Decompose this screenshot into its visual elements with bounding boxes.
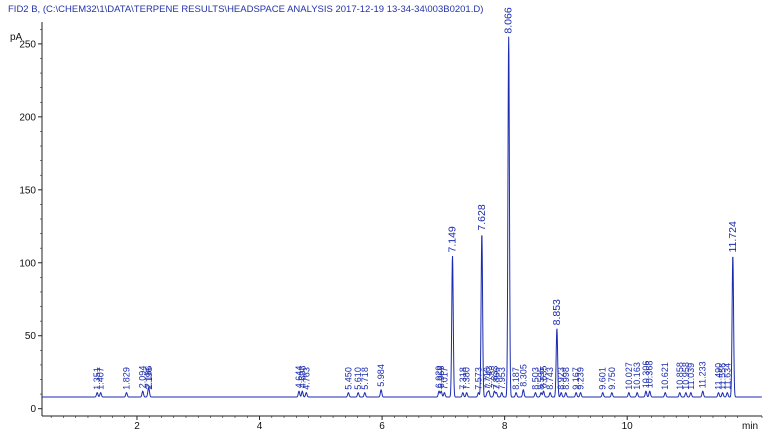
- peak-label: 2.196: [144, 367, 154, 390]
- peak-label: 7.953: [497, 367, 507, 390]
- y-tick-label: 200: [19, 112, 36, 123]
- peak-label: 7.833: [489, 366, 499, 389]
- peak-label: 8.635: [539, 366, 549, 389]
- x-tick-label: 10: [622, 421, 634, 430]
- x-axis-label: min: [742, 421, 758, 430]
- peak-label: 8.187: [511, 367, 521, 390]
- peak-label: 5.984: [376, 364, 386, 387]
- peak-label: 8.595: [536, 367, 546, 390]
- peak-label: 2.094: [138, 366, 148, 389]
- peak-label: 8.066: [503, 7, 515, 33]
- y-tick-label: 100: [19, 258, 36, 269]
- peak-label: 2.186: [143, 366, 153, 389]
- x-tick-label: 8: [502, 421, 508, 430]
- peak-label: 6.929: [434, 366, 444, 389]
- peak-label: 9.167: [571, 367, 581, 390]
- peak-label: 7.318: [458, 367, 468, 390]
- peak-label: 5.610: [353, 367, 363, 390]
- x-tick-label: 4: [257, 421, 263, 430]
- y-tick-label: 0: [30, 404, 36, 415]
- peak-label: 9.239: [576, 367, 586, 390]
- peak-label: 7.628: [476, 204, 488, 230]
- peak-label: 11.724: [727, 221, 739, 252]
- peak-label: 8.743: [545, 367, 555, 390]
- peak-label: 8.503: [531, 367, 541, 390]
- peak-label: 1.829: [122, 367, 132, 390]
- peak-label: 11.556: [718, 363, 728, 390]
- x-tick-label: 6: [379, 421, 385, 430]
- peak-label: 5.718: [360, 367, 370, 390]
- peak-label: 10.306: [641, 361, 651, 389]
- peak-label: 7.743: [484, 366, 494, 389]
- peak-label: 6.965: [436, 366, 446, 389]
- signal-trace: [42, 36, 762, 398]
- chart-axes: 0 50 100 150 200 250 2 4 6 8 10: [19, 22, 763, 430]
- peak-label: 10.858: [675, 362, 685, 390]
- peak-label: 8.923: [556, 367, 566, 390]
- peak-label: 8.998: [561, 367, 571, 390]
- peak-label: 7.716: [482, 367, 492, 390]
- peak-label: 7.017: [439, 367, 449, 390]
- peak-label: 4.763: [301, 367, 311, 390]
- peak-label: 10.027: [624, 362, 634, 390]
- peak-label: 11.039: [686, 363, 696, 390]
- y-tick-label: 150: [19, 185, 36, 196]
- x-tick-label: 2: [134, 421, 140, 430]
- chromatogram-file-header: FID2 B, (C:\CHEM32\1\DATA\TERPENE RESULT…: [8, 4, 484, 15]
- peak-label: 7.149: [447, 226, 459, 252]
- peak-label: 7.573: [474, 367, 484, 390]
- peak-label: 8.853: [551, 299, 563, 325]
- peak-label: 1.351: [92, 367, 102, 390]
- peak-label: 11.634: [722, 363, 732, 390]
- peak-label: 4.644: [294, 366, 304, 389]
- peak-label: 10.163: [632, 362, 642, 390]
- peak-label: 11.233: [698, 361, 708, 388]
- y-axis-label: pA: [10, 32, 23, 43]
- y-tick-label: 250: [19, 39, 36, 50]
- peak-label: 10.368: [645, 361, 655, 389]
- peak-label: 9.750: [607, 367, 617, 390]
- peak-label: 5.450: [343, 367, 353, 390]
- peak-label: 7.866: [491, 367, 501, 390]
- peak-label: 1.407: [96, 367, 106, 390]
- peak-label: 11.490: [714, 363, 724, 390]
- peak-label: 10.621: [660, 362, 670, 390]
- peak-label: 10.958: [681, 362, 691, 390]
- peak-label: 8.305: [518, 364, 528, 387]
- y-tick-label: 50: [25, 331, 37, 342]
- peak-label: 9.601: [598, 367, 608, 390]
- peak-label: 4.698: [297, 366, 307, 389]
- peak-label: 7.380: [462, 367, 472, 390]
